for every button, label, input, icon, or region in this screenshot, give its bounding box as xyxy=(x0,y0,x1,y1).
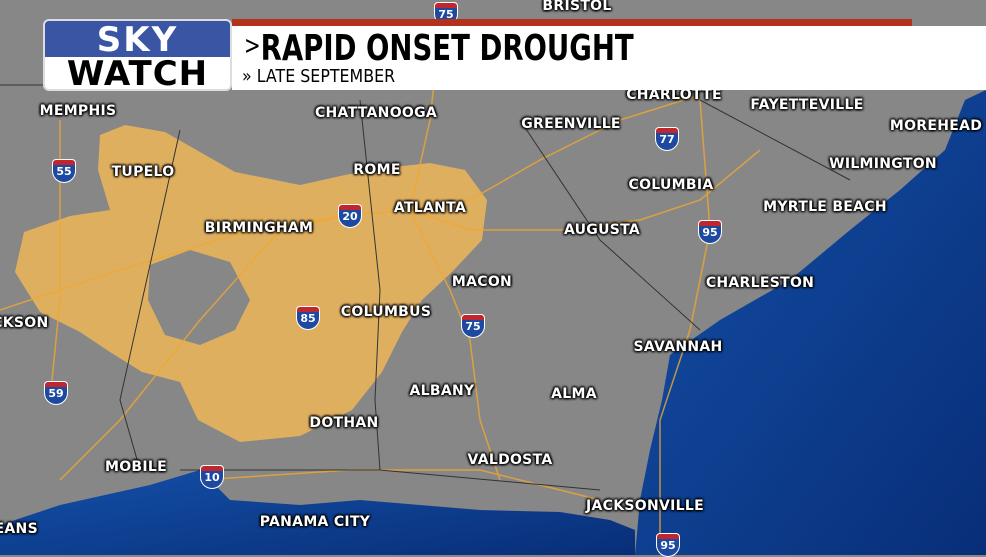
city-label: WILMINGTON xyxy=(829,156,937,172)
city-label: BRISTOL xyxy=(542,0,612,14)
city-label: MOREHEAD xyxy=(889,118,983,134)
interstate-shield: 75 xyxy=(461,314,485,338)
interstate-shield: 10 xyxy=(200,465,224,489)
city-label: JACKSON xyxy=(0,315,49,331)
interstate-shield: 59 xyxy=(44,381,68,405)
city-label: MEMPHIS xyxy=(39,103,117,119)
interstate-shield: 55 xyxy=(52,159,76,183)
city-label: GREENVILLE xyxy=(521,116,621,132)
interstate-shield: 85 xyxy=(296,306,320,330)
city-label: AUGUSTA xyxy=(563,222,641,238)
city-label: VALDOSTA xyxy=(467,452,553,468)
city-label: ATLANTA xyxy=(393,200,467,216)
city-label: ORLEANS xyxy=(0,521,38,537)
subtitle-text: LATE SEPTEMBER xyxy=(256,66,396,87)
logo-top: SKY xyxy=(45,21,230,59)
title-banner: >RAPID ONSET DROUGHT » LATE SEPTEMBER xyxy=(232,26,986,90)
city-label: JACKSONVILLE xyxy=(586,498,704,514)
logo-bottom: WATCH xyxy=(66,54,209,91)
gulf-of-mexico xyxy=(0,470,635,555)
city-label: DOTHAN xyxy=(309,415,379,431)
page-title: >RAPID ONSET DROUGHT xyxy=(244,28,634,69)
accent-bar xyxy=(232,19,912,26)
city-label: PANAMA CITY xyxy=(259,514,371,530)
drought-area xyxy=(15,125,487,442)
city-label: FAYETTEVILLE xyxy=(750,97,864,113)
subtitle: » LATE SEPTEMBER xyxy=(242,66,395,87)
title-chevron-icon: > xyxy=(244,31,261,61)
city-label: CHARLOTTE xyxy=(626,87,722,103)
interstate-shield: 77 xyxy=(655,127,679,151)
skywatch-logo: SKY WATCH xyxy=(43,19,232,91)
city-label: BIRMINGHAM xyxy=(204,220,314,236)
double-chevron-icon: » xyxy=(242,66,252,87)
highways xyxy=(0,29,761,540)
city-label: MACON xyxy=(451,274,513,290)
city-label: TUPELO xyxy=(111,164,175,180)
interstate-shield: 95 xyxy=(698,220,722,244)
city-label: CHATTANOOGA xyxy=(314,105,438,121)
city-label: MOBILE xyxy=(105,459,167,475)
city-label: ROME xyxy=(353,162,401,178)
city-label: ALMA xyxy=(551,386,597,402)
interstate-shield: 95 xyxy=(656,533,680,557)
city-label: COLUMBUS xyxy=(340,304,432,320)
city-label: CHARLESTON xyxy=(705,275,815,291)
interstate-shield: 20 xyxy=(338,204,362,228)
city-label: SAVANNAH xyxy=(633,339,723,355)
city-label: MYRTLE BEACH xyxy=(763,199,887,215)
atlantic-ocean xyxy=(635,90,986,555)
title-text: RAPID ONSET DROUGHT xyxy=(260,28,634,69)
city-label: COLUMBIA xyxy=(628,177,714,193)
city-label: ALBANY xyxy=(409,383,475,399)
